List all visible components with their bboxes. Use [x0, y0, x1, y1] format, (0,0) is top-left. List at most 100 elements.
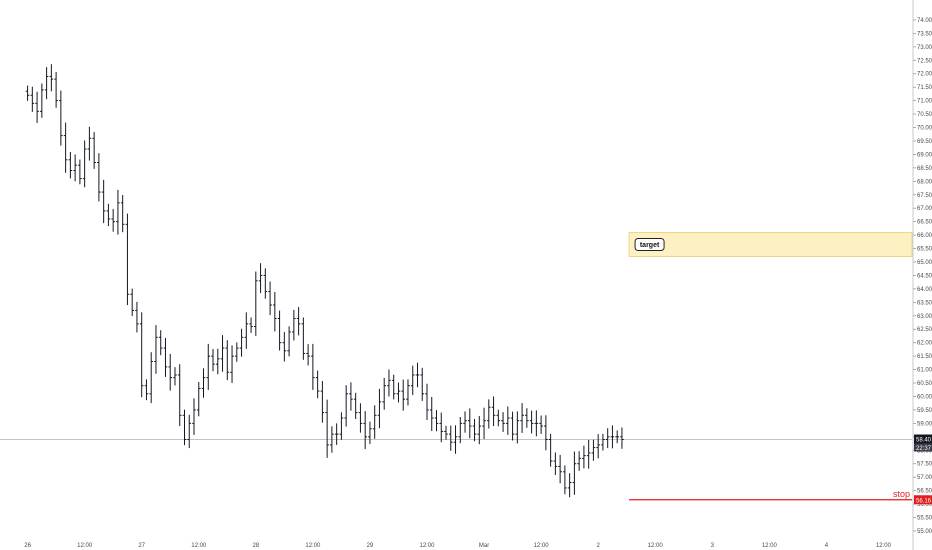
ohlc-bar — [125, 213, 130, 306]
target-zone[interactable] — [628, 232, 913, 258]
ohlc-bar — [482, 407, 486, 440]
ohlc-bar — [230, 345, 234, 384]
ohlc-bar — [477, 416, 482, 445]
ohlc-bar — [73, 154, 77, 182]
ohlc-bar — [215, 348, 220, 375]
ohlc-bar — [59, 90, 63, 146]
ohlc-bar — [282, 331, 287, 362]
price-tick-label: 70.50 — [917, 112, 932, 118]
ohlc-bar — [25, 85, 30, 101]
ohlc-bar — [49, 64, 54, 92]
ohlc-bar — [101, 179, 106, 224]
ohlc-bar — [239, 328, 244, 357]
ohlc-bar — [268, 281, 272, 316]
ohlc-bar — [277, 310, 282, 351]
ohlc-bar — [44, 67, 49, 100]
price-tick-label: 71.50 — [917, 85, 932, 91]
target-label: target — [640, 242, 660, 249]
last-price-label: 58.40 22:37 — [914, 434, 932, 452]
ohlc-bar — [596, 434, 600, 459]
ohlc-bar — [358, 403, 363, 433]
ohlc-bar — [525, 408, 529, 428]
ohlc-bar — [349, 382, 353, 411]
time-tick-label: 12:00 — [419, 543, 435, 549]
time-axis[interactable]: 26 12:00 27 12:00 28 12:00 29 12:00 Mar 12:00 2 12:… — [24, 543, 891, 549]
ohlc-bar — [82, 140, 87, 188]
ohlc-bar — [506, 406, 510, 435]
price-tick-label: 65.50 — [917, 247, 932, 253]
ohlc-bar — [529, 410, 534, 434]
ohlc-bar — [539, 415, 543, 434]
price-tick-label: 73.00 — [917, 45, 932, 51]
price-tick-label: 68.00 — [917, 179, 932, 185]
ohlc-bar — [54, 72, 58, 108]
ohlc-bar — [211, 349, 215, 372]
price-tick-label: 63.50 — [917, 300, 932, 306]
ohlc-bar — [306, 344, 310, 366]
ohlc-bar — [605, 428, 610, 449]
ohlc-bar — [192, 398, 196, 435]
price-tick-label: 64.00 — [917, 287, 932, 293]
time-tick-label: 12:00 — [876, 543, 892, 549]
ohlc-bar — [387, 369, 391, 397]
price-tick-label: 67.00 — [917, 206, 932, 212]
ohlc-bar — [225, 340, 230, 381]
stop-price-value: 56.16 — [916, 498, 932, 504]
ohlc-bar — [501, 412, 505, 432]
ohlc-bar — [249, 317, 253, 333]
ohlc-bar — [220, 335, 225, 372]
ohlc-bar — [363, 411, 367, 450]
ohlc-bar — [163, 338, 168, 377]
time-tick-label: Mar — [479, 543, 489, 549]
ohlc-bar — [130, 288, 134, 317]
ohlc-bar — [173, 367, 177, 386]
price-tick-label: 63.00 — [917, 314, 932, 320]
ohlc-bar — [144, 379, 149, 401]
ohlc-bar — [111, 208, 115, 232]
ohlc-bar — [620, 427, 624, 449]
ohlc-bar — [334, 423, 339, 445]
ohlc-bar — [320, 381, 325, 423]
ohlc-bar — [116, 189, 120, 235]
ohlc-bar — [154, 325, 158, 374]
price-tick-label: 72.50 — [917, 58, 932, 64]
time-tick-label: 12:00 — [305, 543, 321, 549]
price-tick-label: 64.50 — [917, 273, 932, 279]
price-tick-label: 55.00 — [917, 529, 932, 535]
price-tick-label: 61.50 — [917, 354, 932, 360]
time-tick-label: 29 — [367, 543, 374, 549]
stop-price-label: 56.16 — [914, 495, 932, 505]
ohlc-bar — [377, 388, 382, 429]
ohlc-bar — [567, 473, 572, 498]
price-tick-label: 57.00 — [917, 475, 932, 481]
ohlc-bar — [292, 309, 296, 341]
price-tick-label: 67.50 — [917, 193, 932, 199]
last-price-box — [914, 434, 932, 444]
ohlc-bar — [448, 425, 453, 451]
ohlc-bar — [158, 330, 163, 356]
ohlc-bar — [182, 409, 187, 446]
ohlc-bar — [544, 415, 548, 451]
ohlc-bar — [87, 126, 92, 161]
ohlc-bar — [244, 312, 249, 349]
price-tick-label: 69.00 — [917, 152, 932, 158]
ohlc-bar — [487, 399, 491, 429]
ohlc-bar — [420, 367, 425, 401]
price-tick-label: 56.00 — [917, 502, 932, 508]
time-tick-label: 12:00 — [77, 543, 93, 549]
ohlc-bar — [311, 343, 315, 390]
price-tick-label: 62.00 — [917, 341, 932, 347]
ohlc-bar — [263, 268, 268, 299]
ohlc-bar — [296, 306, 301, 336]
ohlc-bar — [201, 368, 206, 398]
time-tick-label: 12:00 — [762, 543, 778, 549]
ohlc-bar — [425, 383, 429, 420]
ohlc-bar — [582, 445, 586, 469]
time-tick-label: 26 — [24, 543, 31, 549]
time-tick-label: 27 — [138, 543, 145, 549]
ohlc-bar — [35, 91, 39, 123]
ohlc-bar — [496, 409, 501, 427]
ohlc-bar — [572, 451, 577, 495]
ohlc-bar — [325, 399, 329, 458]
